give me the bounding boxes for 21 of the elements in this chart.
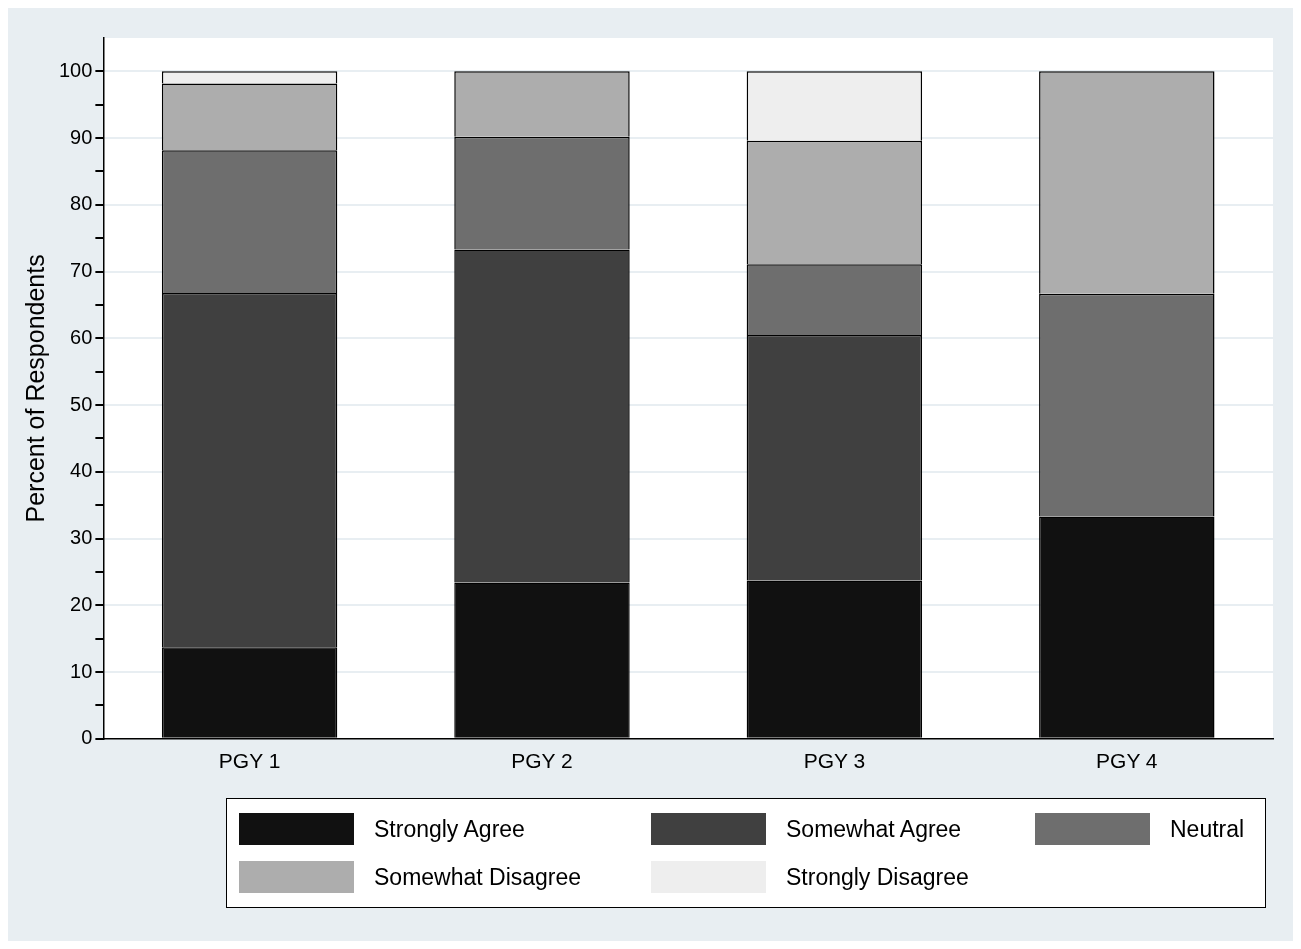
y-tick-label: 20: [70, 592, 93, 615]
legend-label: Somewhat Disagree: [374, 863, 582, 891]
y-tick-label: 30: [70, 526, 93, 549]
x-tick-label: PGY 1: [218, 749, 281, 773]
x-tick-label: PGY 2: [511, 749, 573, 773]
x-tick-label: PGY 4: [1096, 749, 1158, 773]
y-axis-title: Percent of Respondents: [20, 254, 49, 523]
y-tick-label: 50: [70, 392, 93, 415]
y-tick-label: 60: [70, 325, 93, 348]
legend-label: Strongly Agree: [374, 815, 525, 843]
y-tick-label: 100: [58, 58, 93, 81]
legend-label: Strongly Disagree: [786, 863, 969, 891]
legend-label: Somewhat Agree: [786, 815, 962, 843]
y-tick-label: 0: [81, 726, 93, 749]
y-tick-label: 90: [70, 125, 93, 148]
legend-label: Neutral: [1170, 815, 1245, 843]
y-tick-label: 70: [70, 259, 93, 282]
y-tick-label: 10: [70, 659, 93, 682]
y-tick-label: 40: [70, 459, 93, 482]
x-tick-label: PGY 3: [803, 749, 866, 773]
y-tick-label: 80: [70, 192, 93, 215]
